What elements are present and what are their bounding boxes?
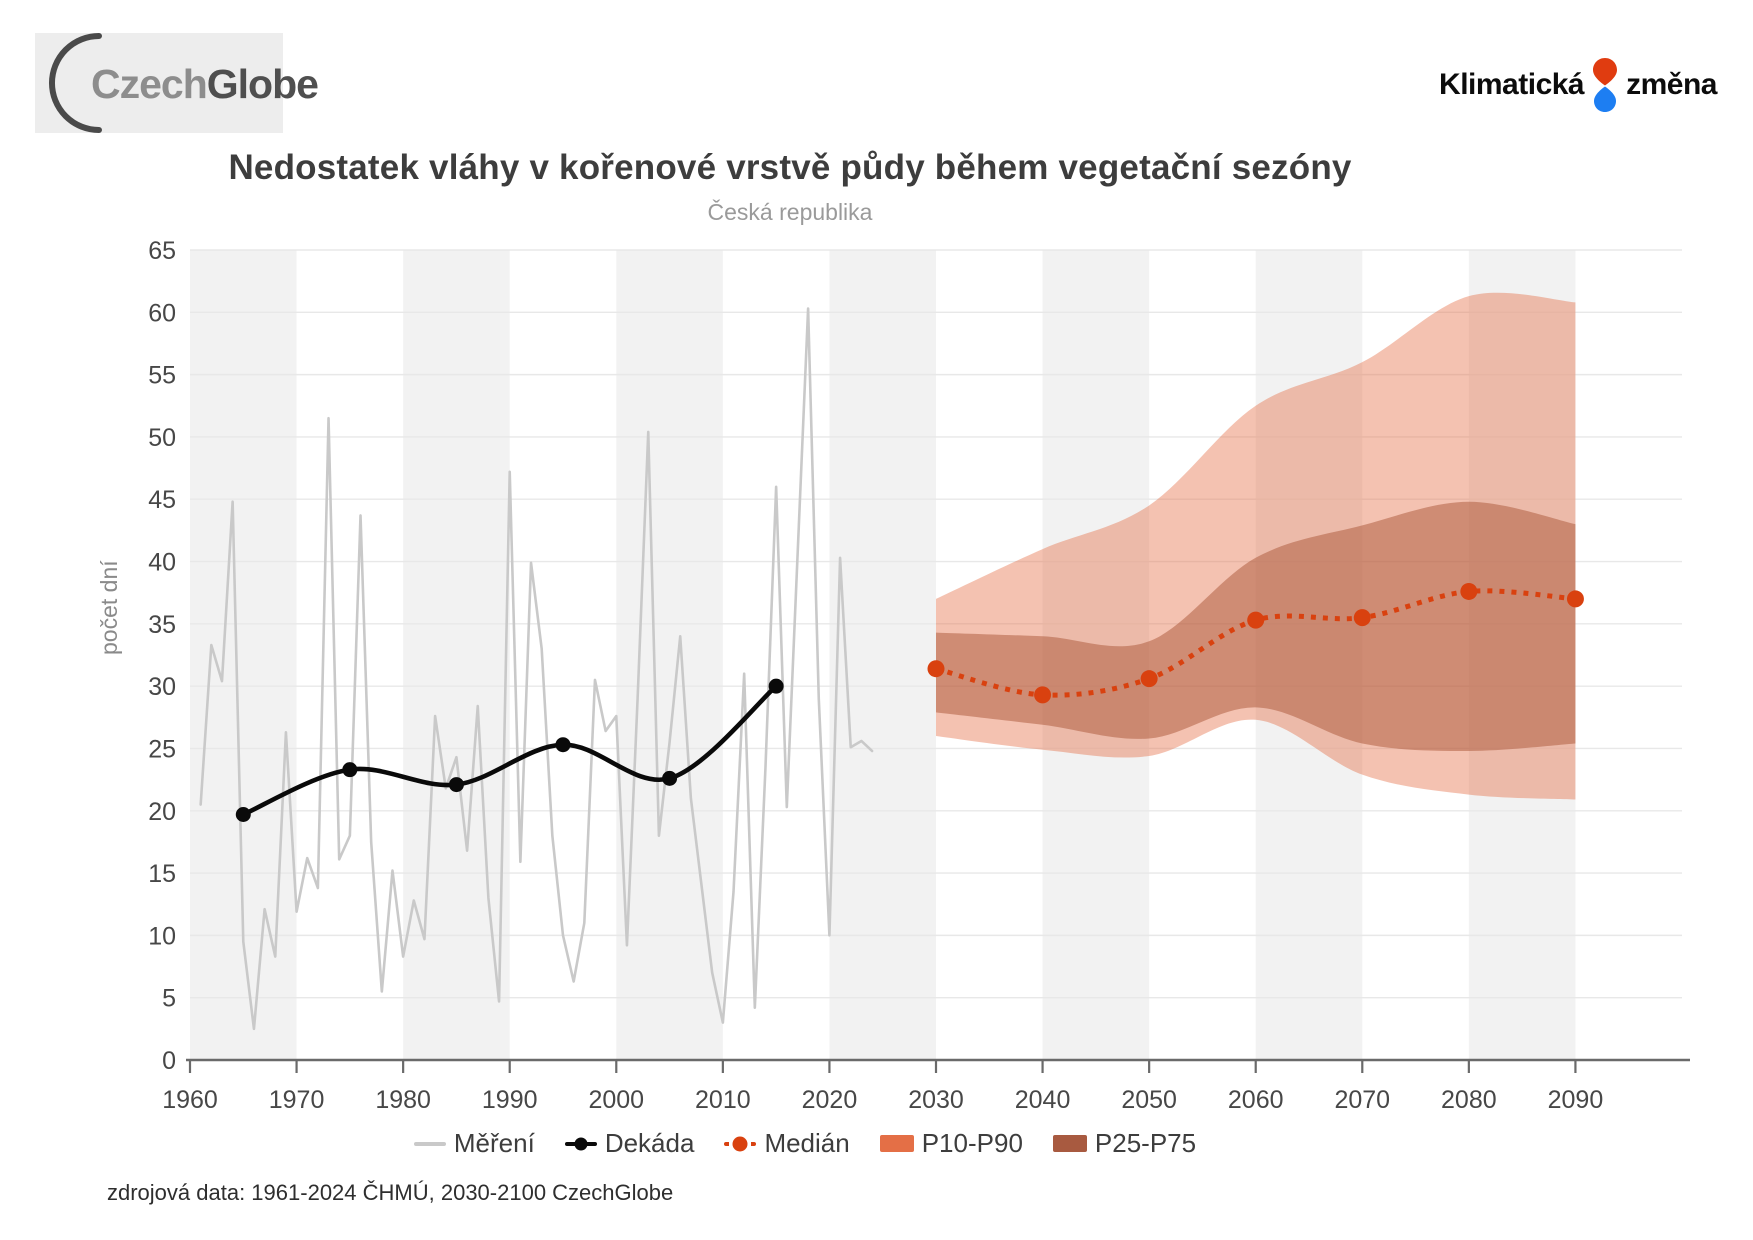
median-dotted-swatch-icon — [724, 1136, 757, 1151]
y-tick-label: 30 — [148, 673, 176, 701]
p25-p75-band-swatch-icon — [1052, 1135, 1087, 1152]
zmena-word: změna — [1626, 68, 1717, 101]
legend-label: Měření — [453, 1128, 535, 1158]
p10-p90-band-swatch-icon — [879, 1135, 914, 1152]
x-tick-label: 2040 — [1015, 1086, 1071, 1114]
dekada-point — [555, 737, 571, 753]
y-tick-label: 0 — [162, 1047, 176, 1075]
x-tick-label: 2090 — [1548, 1086, 1604, 1114]
legend-label: P10-P90 — [921, 1128, 1023, 1158]
y-tick-label: 15 — [148, 860, 176, 888]
x-tick-label: 1980 — [375, 1086, 431, 1114]
legend-item-dekada: Dekáda — [564, 1128, 695, 1159]
legend-item-p25p75: P25-P75 — [1052, 1128, 1197, 1159]
dekada-line-swatch-icon — [564, 1137, 597, 1150]
y-tick-label: 20 — [148, 798, 176, 826]
mereni-line-swatch-icon — [413, 1141, 446, 1146]
legend-item-mereni: Měření — [413, 1128, 535, 1159]
x-tick-label: 2010 — [695, 1086, 751, 1114]
water-drops-icon — [1593, 58, 1618, 112]
median-point — [927, 660, 945, 678]
czechglobe-logo: CzechGlobe — [35, 33, 319, 133]
y-tick-label: 40 — [148, 549, 176, 577]
x-tick-label: 1990 — [482, 1086, 538, 1114]
x-tick-label: 2070 — [1334, 1086, 1390, 1114]
y-tick-label: 10 — [148, 922, 176, 950]
median-point — [1566, 590, 1584, 608]
chart-legend: Měření Dekáda Medián P10-P90 P25-P75 — [0, 1128, 1610, 1159]
chart-subtitle: Česká republika — [707, 199, 873, 225]
decade-stripe — [829, 250, 936, 1060]
klimaticka-word: Klimatická — [1439, 68, 1585, 101]
median-point — [1140, 670, 1158, 688]
y-tick-label: 25 — [148, 735, 176, 763]
x-tick-label: 1970 — [269, 1086, 325, 1114]
median-point — [1353, 609, 1371, 627]
y-tick-label: 55 — [148, 362, 176, 390]
median-point — [1247, 611, 1265, 629]
czechglobe-word-globe: Globe — [206, 61, 319, 107]
x-tick-label: 2000 — [588, 1086, 644, 1114]
source-note: zdrojová data: 1961-2024 ČHMÚ, 2030-2100… — [107, 1180, 674, 1205]
x-tick-label: 2060 — [1228, 1086, 1284, 1114]
mereni-line — [199, 307, 874, 1031]
y-tick-label: 65 — [148, 237, 176, 265]
czechglobe-word-czech: Czech — [91, 61, 208, 107]
chart-title: Nedostatek vláhy v kořenové vrstvě půdy … — [228, 148, 1352, 187]
y-tick-label: 35 — [148, 611, 176, 639]
dekada-point — [768, 678, 784, 694]
legend-item-p10p90: P10-P90 — [879, 1128, 1023, 1159]
klimaticka-zmena-logo: Klimatická změna — [1439, 57, 1717, 113]
x-tick-label: 2080 — [1441, 1086, 1497, 1114]
legend-label: Dekáda — [604, 1128, 695, 1158]
y-tick-label: 45 — [148, 486, 176, 514]
legend-label: Medián — [764, 1128, 850, 1158]
dekada-point — [342, 762, 358, 778]
y-tick-label: 5 — [162, 985, 176, 1013]
x-tick-label: 2030 — [908, 1086, 964, 1114]
median-point — [1460, 582, 1478, 600]
x-tick-label: 2050 — [1121, 1086, 1177, 1114]
y-tick-label: 50 — [148, 424, 176, 452]
median-point — [1034, 686, 1052, 704]
legend-label: P25-P75 — [1094, 1128, 1197, 1158]
dekada-point — [448, 777, 464, 793]
legend-item-median: Medián — [724, 1128, 850, 1159]
czechglobe-wordmark: CzechGlobe — [91, 61, 319, 108]
x-tick-label: 2020 — [802, 1086, 858, 1114]
dekada-point — [662, 770, 678, 786]
y-tick-label: 60 — [148, 299, 176, 327]
x-tick-label: 1960 — [162, 1086, 218, 1114]
dekada-point — [235, 807, 251, 823]
czechglobe-crescent-icon — [49, 33, 102, 133]
